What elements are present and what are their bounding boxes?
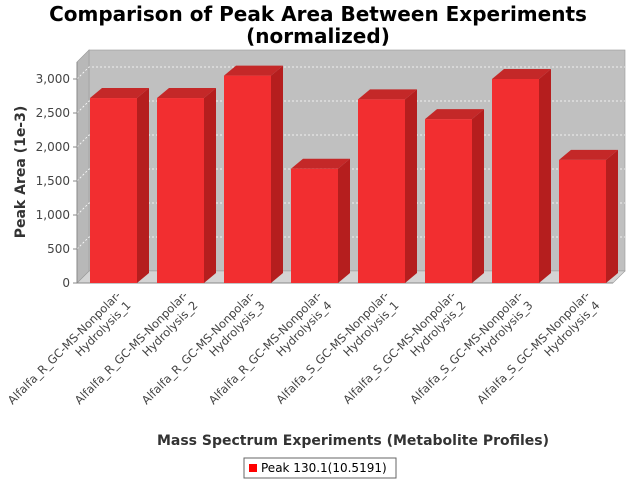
x-axis-label: Mass Spectrum Experiments (Metabolite Pr… [157, 433, 549, 449]
bar [291, 158, 350, 283]
bar-top [559, 149, 618, 160]
bar-front [425, 119, 472, 284]
grid-line [76, 202, 625, 216]
legend-label: Peak 130.1(10.5191) [261, 461, 387, 475]
bar [90, 88, 149, 283]
grid-line [76, 66, 625, 80]
y-tick-label: 1,000 [36, 208, 70, 222]
bar-side [338, 158, 350, 283]
x-tick-label: Alfalfa_S_GC-MS-Nonpolar-Hydrolysis_1 [273, 288, 401, 416]
bar-top [224, 65, 283, 76]
bar [492, 69, 551, 283]
y-tick-label: 3,000 [36, 72, 70, 86]
legend: Peak 130.1(10.5191) [243, 457, 397, 479]
y-tick-label: 1,500 [36, 174, 70, 188]
x-tick-label: Alfalfa_R_GC-MS-Nonpolar-Hydrolysis_2 [72, 288, 201, 417]
legend-swatch [249, 464, 257, 472]
grid-lines [76, 66, 625, 250]
bar-front [224, 75, 271, 283]
y-tick-label: 2,000 [36, 140, 70, 154]
bar [157, 88, 216, 283]
x-tick-label: Alfalfa_S_GC-MS-Nonpolar-Hydrolysis_4 [474, 288, 602, 416]
grid-line [76, 168, 625, 182]
y-tick-label: 2,500 [36, 106, 70, 120]
bar-front [559, 159, 606, 283]
bar-front [492, 79, 539, 283]
bar-side [606, 149, 618, 283]
bar [559, 149, 618, 283]
bar-side [539, 69, 551, 283]
legend-box [243, 457, 397, 479]
chart-title-line-2: (normalized) [246, 24, 390, 48]
x-tick-label: Alfalfa_R_GC-MS-Nonpolar-Hydrolysis_4 [206, 288, 335, 417]
y-axis-label: Peak Area (1e-3) [13, 106, 29, 239]
bar-side [405, 89, 417, 284]
bar-top [492, 69, 551, 79]
y-tick-label: 0 [62, 276, 70, 290]
chart-title-line-1: Comparison of Peak Area Between Experime… [49, 2, 587, 26]
bar-series [90, 65, 618, 284]
bar-top [157, 88, 216, 99]
bar-top [90, 88, 149, 99]
bar-side [204, 88, 216, 283]
grid-line [76, 236, 625, 250]
x-axis-tick-labels: Alfalfa_R_GC-MS-Nonpolar-Hydrolysis_1Alf… [5, 288, 603, 417]
bar [358, 89, 417, 284]
bar-front [291, 168, 338, 283]
y-tick-label: 500 [47, 242, 70, 256]
bar [425, 109, 484, 284]
bar [224, 65, 283, 283]
bar-side [137, 88, 149, 283]
x-tick-label: Alfalfa_R_GC-MS-Nonpolar-Hydrolysis_1 [5, 288, 134, 417]
bar-top [358, 89, 417, 100]
bar-top [425, 109, 484, 120]
bar-front [90, 98, 137, 283]
bar-front [157, 98, 204, 283]
x-tick-label: Alfalfa_S_GC-MS-Nonpolar-Hydrolysis_3 [407, 288, 535, 416]
x-tick-label: Alfalfa_S_GC-MS-Nonpolar-Hydrolysis_2 [340, 288, 468, 416]
grid-line [76, 100, 625, 114]
grid-line [76, 134, 625, 148]
x-tick-label: Alfalfa_R_GC-MS-Nonpolar-Hydrolysis_3 [139, 288, 268, 417]
bar-side [271, 65, 283, 283]
bar-top [291, 158, 350, 169]
bar-front [358, 99, 405, 284]
bar-side [472, 109, 484, 284]
plot-side-wall [76, 49, 90, 284]
